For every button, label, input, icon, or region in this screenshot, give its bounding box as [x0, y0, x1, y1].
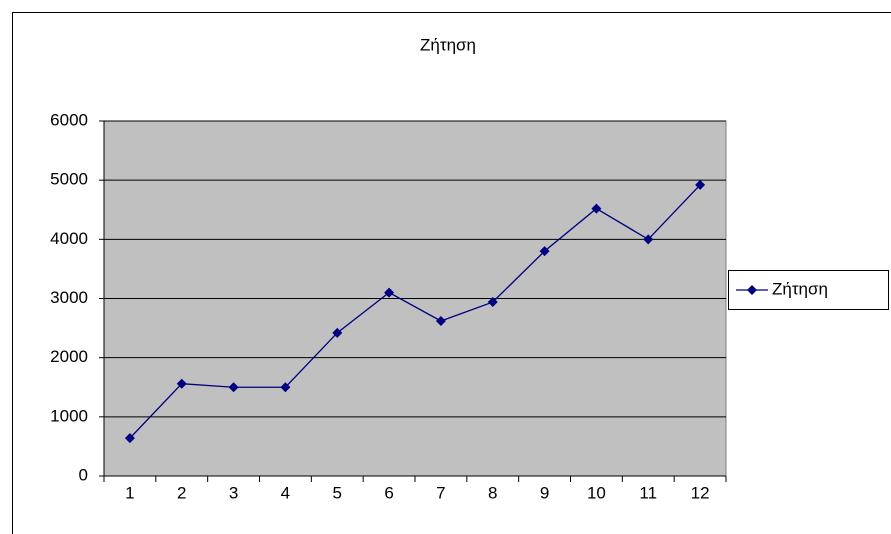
x-tick-label: 7 [436, 483, 445, 502]
x-tick-label: 12 [691, 483, 710, 502]
x-tick-label: 2 [177, 483, 186, 502]
marker [435, 315, 446, 326]
x-tick-label: 3 [229, 483, 238, 502]
marker [643, 234, 654, 245]
y-tick-label: 2000 [50, 347, 88, 366]
marker [332, 327, 343, 338]
chart-title: Ζήτηση [420, 35, 476, 54]
y-tick-label: 1000 [50, 406, 88, 425]
y-tick-label: 4000 [50, 229, 88, 248]
x-tick-label: 1 [125, 483, 134, 502]
x-tick-label: 10 [587, 483, 606, 502]
x-tick-label: 8 [488, 483, 497, 502]
y-tick-label: 3000 [50, 288, 88, 307]
y-tick-label: 0 [79, 465, 88, 484]
x-tick-label: 11 [639, 483, 657, 502]
x-tick-label: 5 [333, 483, 342, 502]
x-tick-label: 4 [281, 483, 290, 502]
marker [176, 378, 187, 389]
y-tick-label: 6000 [50, 110, 88, 129]
marker [539, 246, 550, 257]
legend-label: Ζήτηση [772, 279, 828, 298]
x-tick-label: 9 [540, 483, 549, 502]
series-line [129, 184, 701, 439]
marker [384, 287, 395, 298]
marker [591, 203, 602, 214]
marker [228, 382, 239, 393]
marker [124, 433, 135, 444]
y-tick-label: 5000 [50, 170, 88, 189]
marker [487, 297, 498, 308]
x-tick-label: 6 [384, 483, 393, 502]
marker [280, 382, 291, 393]
marker [695, 179, 706, 190]
legend-marker [747, 285, 757, 295]
